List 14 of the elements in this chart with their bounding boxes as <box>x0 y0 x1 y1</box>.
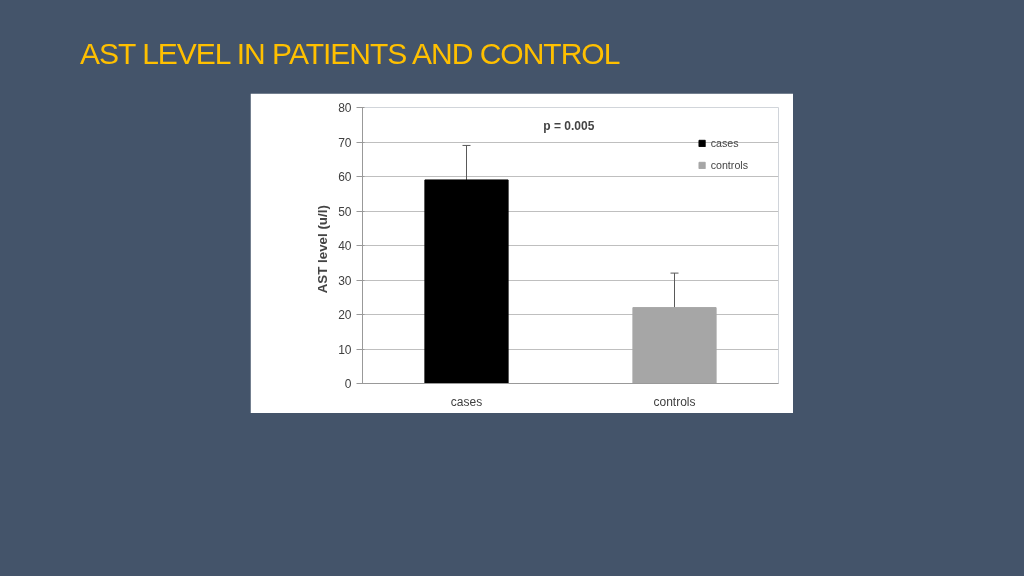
y-tick-label: 30 <box>338 273 352 288</box>
y-axis-title: AST level (u/l) <box>315 205 331 294</box>
y-tick-label: 0 <box>344 377 352 391</box>
chart-title: AST LEVEL IN PATIENTS AND CONTROL <box>80 36 620 72</box>
y-tick-label: 40 <box>338 239 352 253</box>
y-tick-label: 60 <box>338 170 352 184</box>
y-tick-label: 20 <box>338 308 352 322</box>
annotation: p = 0.005 <box>543 118 595 133</box>
legend-label: cases <box>710 137 739 149</box>
y-tick-label: 80 <box>338 101 352 115</box>
y-tick-label: 10 <box>338 342 352 357</box>
y-tick-label: 70 <box>338 135 352 150</box>
y-tick-label: 50 <box>338 204 352 219</box>
legend-label: controls <box>710 159 748 171</box>
